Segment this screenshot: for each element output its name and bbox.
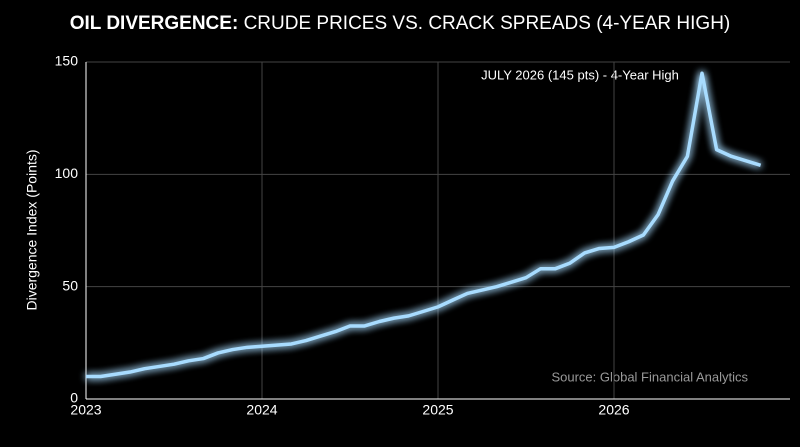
y-tick-label: 150 — [55, 53, 79, 69]
y-axis-label: Divergence Index (Points) — [24, 149, 40, 310]
x-tick-label: 2025 — [422, 402, 453, 418]
x-tick-label: 2026 — [598, 402, 629, 418]
chart-title: OIL DIVERGENCE: CRUDE PRICES VS. CRACK S… — [70, 13, 731, 34]
y-tick-label: 100 — [55, 165, 79, 181]
annotation: JULY 2026 (145 pts) - 4-Year High — [481, 67, 679, 82]
title-rest: CRUDE PRICES VS. CRACK SPREADS (4-YEAR H… — [244, 13, 731, 34]
title-bold: OIL DIVERGENCE: — [70, 13, 239, 34]
y-tick-label: 0 — [70, 390, 78, 406]
y-tick-label: 50 — [62, 277, 78, 293]
x-tick-label: 2023 — [70, 402, 101, 418]
source: Source: Global Financial Analytics — [551, 369, 748, 384]
x-tick-label: 2024 — [246, 402, 277, 418]
data-line — [86, 71, 762, 379]
